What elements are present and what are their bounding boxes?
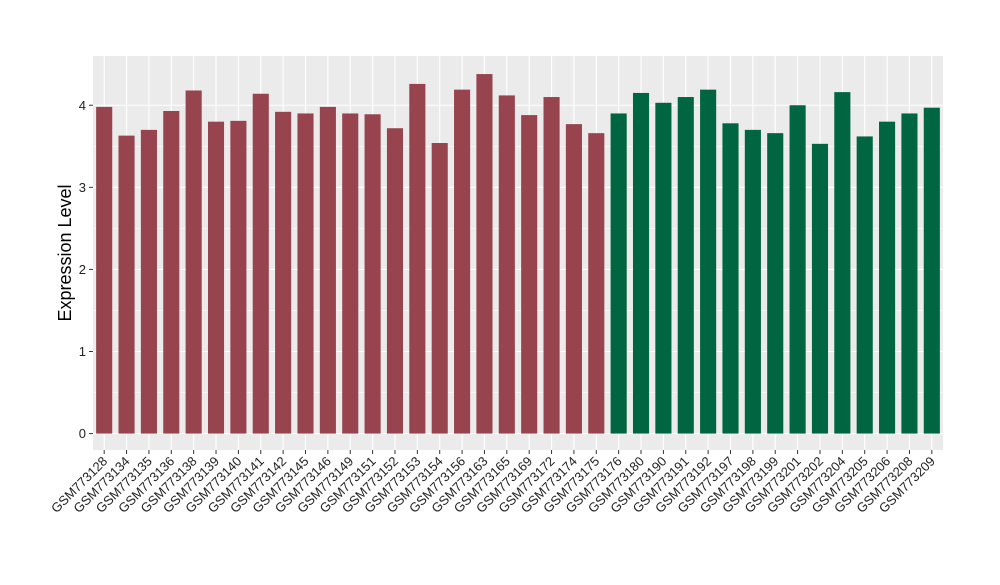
bar [140, 129, 157, 434]
x-axis: GSM773128GSM773134GSM773135GSM773136GSM7… [48, 450, 938, 516]
bar [588, 133, 605, 434]
bar [722, 123, 739, 434]
bar [789, 105, 806, 434]
y-tick-label: 4 [79, 98, 86, 113]
y-axis-title: Expression Level [55, 184, 75, 321]
bar [677, 97, 694, 434]
bar [610, 113, 627, 434]
bar [454, 89, 471, 434]
bar [901, 113, 918, 434]
bar [252, 93, 269, 434]
bars [96, 74, 940, 434]
bar [476, 74, 493, 434]
bar [364, 114, 381, 434]
bar [118, 135, 135, 434]
bar [230, 120, 247, 434]
bar [409, 83, 426, 434]
bar [431, 143, 448, 434]
bar [632, 92, 650, 434]
bar [386, 128, 404, 434]
y-axis: 0 1 2 3 4 [79, 98, 93, 441]
bar [521, 115, 538, 434]
bar [96, 106, 113, 434]
bar [834, 92, 851, 434]
y-tick-label: 1 [79, 344, 86, 359]
bar [342, 113, 359, 434]
y-tick-label: 3 [79, 180, 86, 195]
bar [207, 121, 225, 434]
bar [700, 89, 717, 434]
bar [856, 136, 873, 434]
bar [163, 110, 180, 434]
bar [767, 133, 784, 434]
bar [185, 90, 202, 434]
y-tick-label: 0 [79, 426, 86, 441]
bar [565, 124, 582, 434]
bar [319, 106, 336, 434]
bar [655, 102, 672, 434]
bar [543, 97, 560, 434]
bar [275, 111, 292, 434]
bar [811, 143, 829, 434]
bar [744, 129, 761, 434]
bar [297, 113, 314, 434]
bar [498, 95, 515, 434]
bar [923, 107, 940, 434]
bar [879, 121, 896, 434]
y-tick-label: 2 [79, 262, 86, 277]
